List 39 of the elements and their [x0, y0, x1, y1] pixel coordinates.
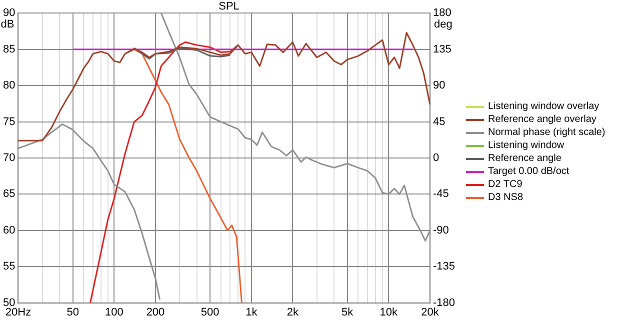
legend-label: Normal phase (right scale): [488, 127, 606, 138]
x-tick-label: 100: [104, 306, 124, 318]
x-tick-label: 2k: [286, 306, 300, 318]
y2-tick-label: 45: [432, 116, 446, 128]
x-tick-label: 20k: [421, 306, 440, 318]
y2-tick-label: -135: [432, 260, 456, 273]
y-tick-label: 85: [2, 43, 16, 56]
x-tick-label: 1k: [246, 306, 258, 318]
y2-tick-label: 0: [432, 152, 440, 164]
y-axis-title: dB: [0, 18, 14, 31]
y2-tick-label: 90: [432, 80, 446, 92]
x-tick-label: 10k: [380, 306, 398, 318]
y-tick-label: 60: [2, 224, 16, 236]
y-tick-label: 75: [2, 116, 16, 128]
y-tick-label: 90: [2, 7, 16, 20]
y2-tick-label: -90: [432, 224, 449, 236]
y-tick-label: 80: [2, 80, 16, 92]
legend-label: Reference angle overlay: [488, 114, 596, 125]
legend-label: D3 NS8: [488, 192, 524, 203]
x-tick-label: 50: [66, 306, 79, 318]
legend-label: Target 0.00 dB/oct: [488, 166, 570, 177]
x-tick-label: 20Hz: [5, 306, 32, 318]
y-tick-label: 65: [2, 188, 16, 200]
y2-tick-label: 180: [432, 7, 452, 20]
y-tick-label: 50: [2, 296, 16, 309]
legend-label: Reference angle: [488, 153, 562, 164]
y-tick-label: 55: [2, 260, 16, 273]
y2-tick-label: -180: [432, 296, 456, 309]
y2-tick-label: -45: [432, 188, 449, 200]
x-tick-label: 5k: [342, 306, 354, 318]
y2-tick-label: 135: [432, 43, 452, 56]
legend-label: D2 TC9: [488, 179, 522, 190]
legend-label: Listening window overlay: [488, 101, 600, 112]
chart-title: SPL: [218, 0, 240, 13]
x-tick-label: 500: [200, 306, 220, 318]
legend-label: Listening window: [488, 140, 564, 151]
y2-axis-title: deg: [434, 18, 452, 31]
x-tick-label: 200: [146, 306, 165, 318]
y-tick-label: 70: [2, 152, 16, 164]
